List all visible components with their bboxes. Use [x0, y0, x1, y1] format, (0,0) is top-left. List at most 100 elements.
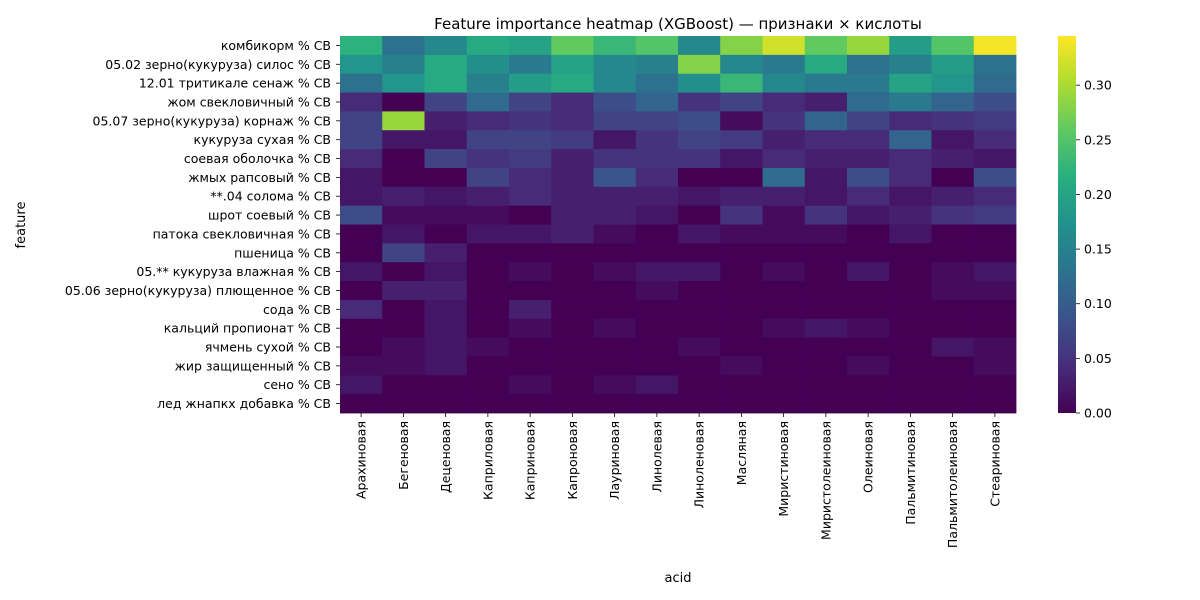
heatmap-cell — [720, 262, 763, 282]
heatmap-cell — [973, 36, 1017, 56]
heatmap-cell — [762, 111, 806, 131]
heatmap-cell — [804, 149, 848, 169]
row-tick-label: 05.** кукуруза влажная % СВ — [136, 264, 331, 279]
heatmap-cell — [762, 130, 806, 150]
heatmap-cell — [551, 149, 594, 169]
heatmap-cell — [551, 111, 594, 131]
heatmap-cell — [678, 111, 721, 131]
heatmap-cell — [720, 130, 763, 150]
heatmap-cell — [720, 337, 763, 357]
heatmap-cell — [635, 149, 679, 169]
column-tick-label: Миристолеиновая — [818, 421, 833, 540]
heatmap-cell — [424, 111, 468, 131]
heatmap-cell — [678, 205, 721, 225]
heatmap-cell — [466, 224, 510, 244]
heatmap-cell — [678, 73, 721, 93]
heatmap-cell — [424, 243, 468, 263]
heatmap-cell — [593, 36, 637, 56]
heatmap-cell — [931, 299, 975, 320]
heatmap-cell — [804, 318, 848, 338]
heatmap-cell — [804, 54, 848, 75]
heatmap-cell — [551, 262, 594, 282]
heatmap-cell — [678, 92, 721, 112]
heatmap-cell — [889, 149, 932, 169]
heatmap-cell — [509, 205, 552, 225]
column-tick-label: Пальмитолеиновая — [945, 421, 960, 548]
heatmap-cell — [804, 111, 848, 131]
heatmap-cell — [509, 149, 552, 169]
heatmap-cell — [509, 224, 552, 244]
heatmap-cell — [889, 186, 932, 207]
colorbar-tick-label: 0.25 — [1084, 132, 1112, 147]
row-tick-label: пшеница % СВ — [234, 245, 331, 260]
heatmap-cell — [635, 375, 679, 395]
row-tick-label: 05.07 зерно(кукуруза) корнаж % СВ — [93, 113, 331, 128]
heatmap-cell — [340, 337, 383, 357]
column-tick-label: Олеиновая — [861, 421, 876, 493]
heatmap-cell — [762, 167, 806, 188]
heatmap-cell — [424, 262, 468, 282]
colorbar — [1058, 36, 1076, 413]
heatmap-cell — [466, 36, 510, 56]
heatmap-cell — [931, 111, 975, 131]
heatmap-cell — [635, 281, 679, 301]
heatmap-cell — [720, 73, 763, 93]
column-tick-label: Каприловая — [480, 421, 495, 500]
heatmap-cell — [509, 130, 552, 150]
heatmap-cell — [889, 394, 932, 414]
colorbar-tick-label: 0.05 — [1084, 351, 1112, 366]
heatmap-cell — [889, 243, 932, 263]
heatmap-cell — [889, 205, 932, 225]
heatmap-cell — [340, 224, 383, 244]
heatmap-cell — [593, 167, 637, 188]
column-tick-label: Стеариновая — [987, 421, 1002, 507]
heatmap-cell — [720, 356, 763, 376]
heatmap-cell — [382, 186, 425, 207]
heatmap-cell — [340, 205, 383, 225]
heatmap-cell — [635, 186, 679, 207]
heatmap-cell — [635, 243, 679, 263]
heatmap-cell — [720, 224, 763, 244]
heatmap-cell — [931, 54, 975, 75]
heatmap-cell — [509, 394, 552, 414]
heatmap-cell — [466, 149, 510, 169]
heatmap-cell — [804, 281, 848, 301]
heatmap-cell — [466, 130, 510, 150]
heatmap-cell — [889, 54, 932, 75]
heatmap-cell — [382, 205, 425, 225]
heatmap-cell — [762, 54, 806, 75]
heatmap-cell — [720, 36, 763, 56]
heatmap-cell — [889, 281, 932, 301]
heatmap-cell — [973, 186, 1017, 207]
heatmap-cell — [593, 375, 637, 395]
heatmap-cell — [593, 318, 637, 338]
heatmap-cell — [847, 375, 890, 395]
column-tick-label: Каприновая — [523, 421, 538, 500]
heatmap-cell — [593, 243, 637, 263]
heatmap-cell — [931, 186, 975, 207]
heatmap-cell — [931, 167, 975, 188]
heatmap-cell — [931, 375, 975, 395]
heatmap-cell — [847, 111, 890, 131]
heatmap-cell — [804, 394, 848, 414]
heatmap-cell — [889, 318, 932, 338]
heatmap-cell — [551, 224, 594, 244]
heatmap-cell — [424, 73, 468, 93]
heatmap-cell — [889, 167, 932, 188]
heatmap-cell — [762, 299, 806, 320]
heatmap-cell — [509, 262, 552, 282]
heatmap-cell — [889, 92, 932, 112]
heatmap-cell — [466, 167, 510, 188]
heatmap-cell — [720, 167, 763, 188]
row-tick-label: комбикорм % СВ — [221, 38, 331, 53]
column-tick-label: Деценовая — [438, 421, 453, 493]
row-tick-label: лед жнапкх добавка % СВ — [157, 396, 331, 411]
heatmap-cell — [678, 281, 721, 301]
heatmap-cell — [466, 337, 510, 357]
row-tick-label: жом свекловичный % СВ — [167, 94, 331, 109]
heatmap-cell — [635, 205, 679, 225]
column-tick-label: Арахиновая — [354, 421, 369, 499]
heatmap-cell — [931, 130, 975, 150]
heatmap-cell — [551, 186, 594, 207]
